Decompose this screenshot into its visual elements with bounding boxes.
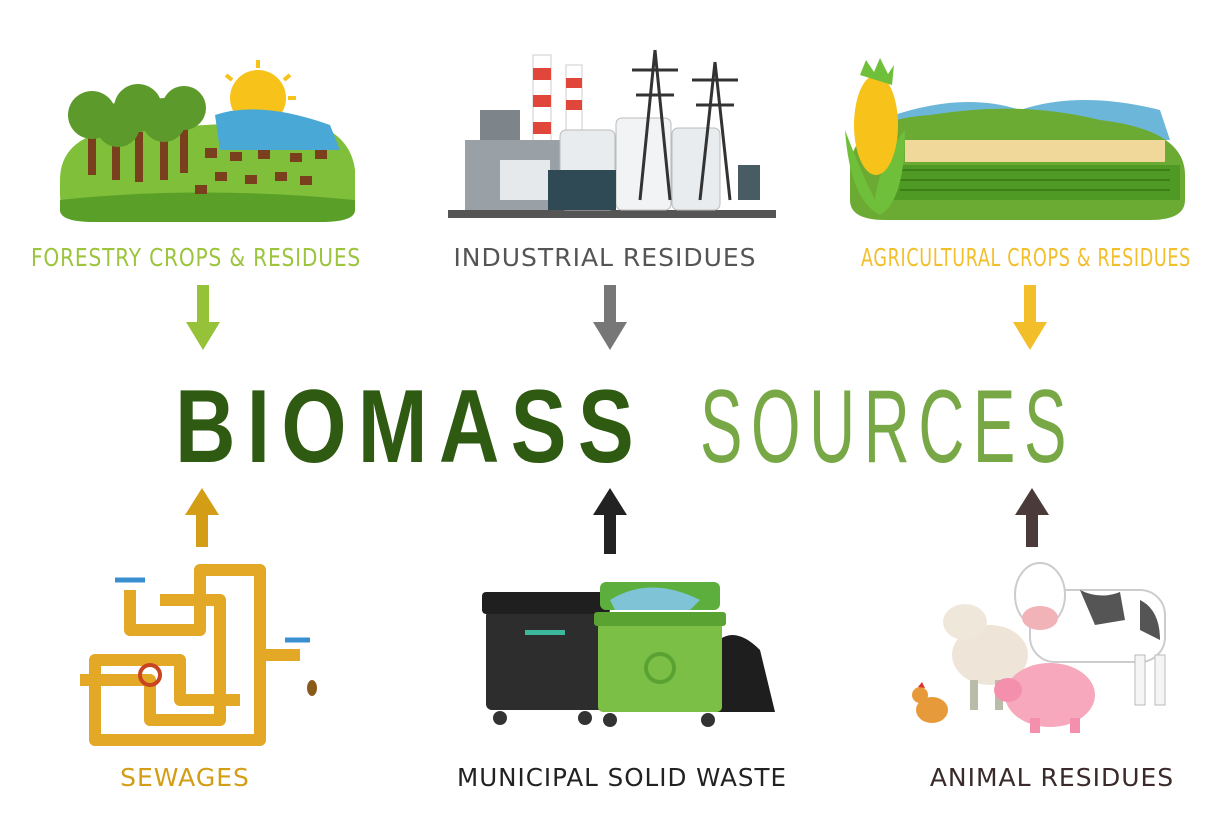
animal-illustration <box>912 562 1166 733</box>
arrow-down <box>1013 285 1047 350</box>
agricultural-illustration <box>845 58 1185 220</box>
arrow-up <box>185 488 219 547</box>
arrow-down <box>593 285 627 350</box>
arrow-up <box>593 488 627 554</box>
waste-illustration <box>482 582 775 727</box>
title-light: SOURCES <box>700 369 1075 485</box>
source-label: AGRICULTURAL CROPS & RESIDUES <box>861 243 1191 272</box>
title-bold: BIOMASS <box>175 369 645 485</box>
source-label: MUNICIPAL SOLID WASTE <box>457 763 787 792</box>
sewage-illustration <box>80 564 317 746</box>
source-label: ANIMAL RESIDUES <box>930 763 1174 792</box>
industrial-illustration <box>448 49 776 218</box>
arrow-up <box>1015 488 1049 547</box>
forestry-illustration <box>60 60 355 222</box>
arrow-down <box>186 285 220 350</box>
source-label: FORESTRY CROPS & RESIDUES <box>31 243 361 272</box>
source-label: INDUSTRIAL RESIDUES <box>453 243 756 272</box>
source-label: SEWAGES <box>120 763 250 792</box>
